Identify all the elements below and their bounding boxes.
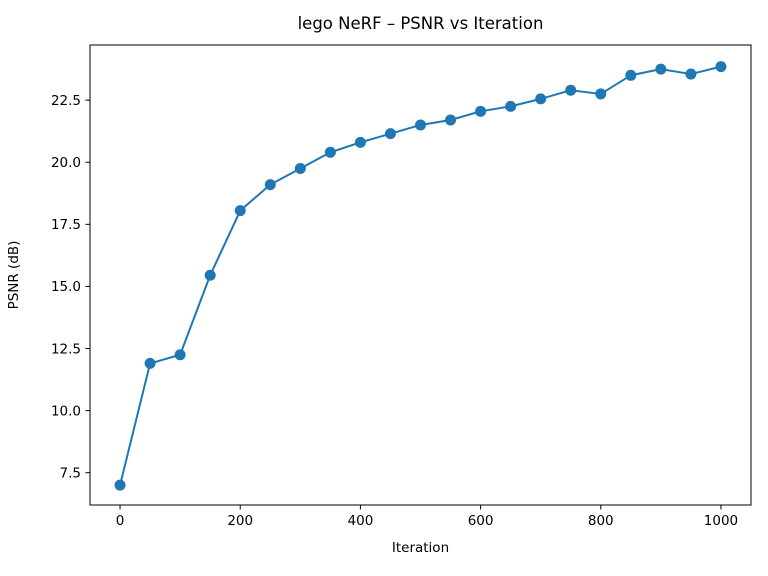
data-point <box>264 179 276 191</box>
data-point <box>204 269 216 281</box>
y-tick-label: 10.0 <box>51 403 81 419</box>
data-point <box>625 69 637 81</box>
y-tick-label: 15.0 <box>51 279 81 295</box>
y-tick-label: 20.0 <box>51 155 81 171</box>
y-tick-label: 7.5 <box>60 466 81 482</box>
axes-spines <box>89 44 752 506</box>
data-point <box>595 88 607 100</box>
data-point <box>445 114 457 126</box>
data-point <box>234 205 246 217</box>
y-tick-label: 12.5 <box>51 341 81 357</box>
data-point <box>715 61 727 73</box>
x-tick-label: 400 <box>348 513 374 529</box>
x-tick-label: 200 <box>227 513 253 529</box>
data-point <box>294 162 306 174</box>
x-tick-label: 0 <box>116 513 125 529</box>
data-point <box>354 136 366 148</box>
chart-title: lego NeRF – PSNR vs Iteration <box>297 14 544 33</box>
x-axis-label: Iteration <box>391 540 450 556</box>
data-point <box>655 63 667 75</box>
data-point <box>565 84 577 96</box>
data-point <box>505 100 517 112</box>
y-tick-label: 17.5 <box>51 217 81 233</box>
data-point <box>535 93 547 105</box>
x-tick-label: 600 <box>468 513 494 529</box>
y-axis-label: PSNR (dB) <box>6 240 22 310</box>
data-point <box>685 68 697 80</box>
data-point <box>324 146 336 158</box>
y-tick-label: 22.5 <box>51 93 81 109</box>
data-point <box>384 128 396 140</box>
x-tick-label: 1000 <box>704 513 738 529</box>
data-point <box>144 357 156 369</box>
data-point <box>475 105 487 117</box>
data-point <box>114 479 126 491</box>
data-point <box>415 119 426 131</box>
data-point <box>174 349 186 361</box>
x-tick-label: 800 <box>588 513 614 529</box>
